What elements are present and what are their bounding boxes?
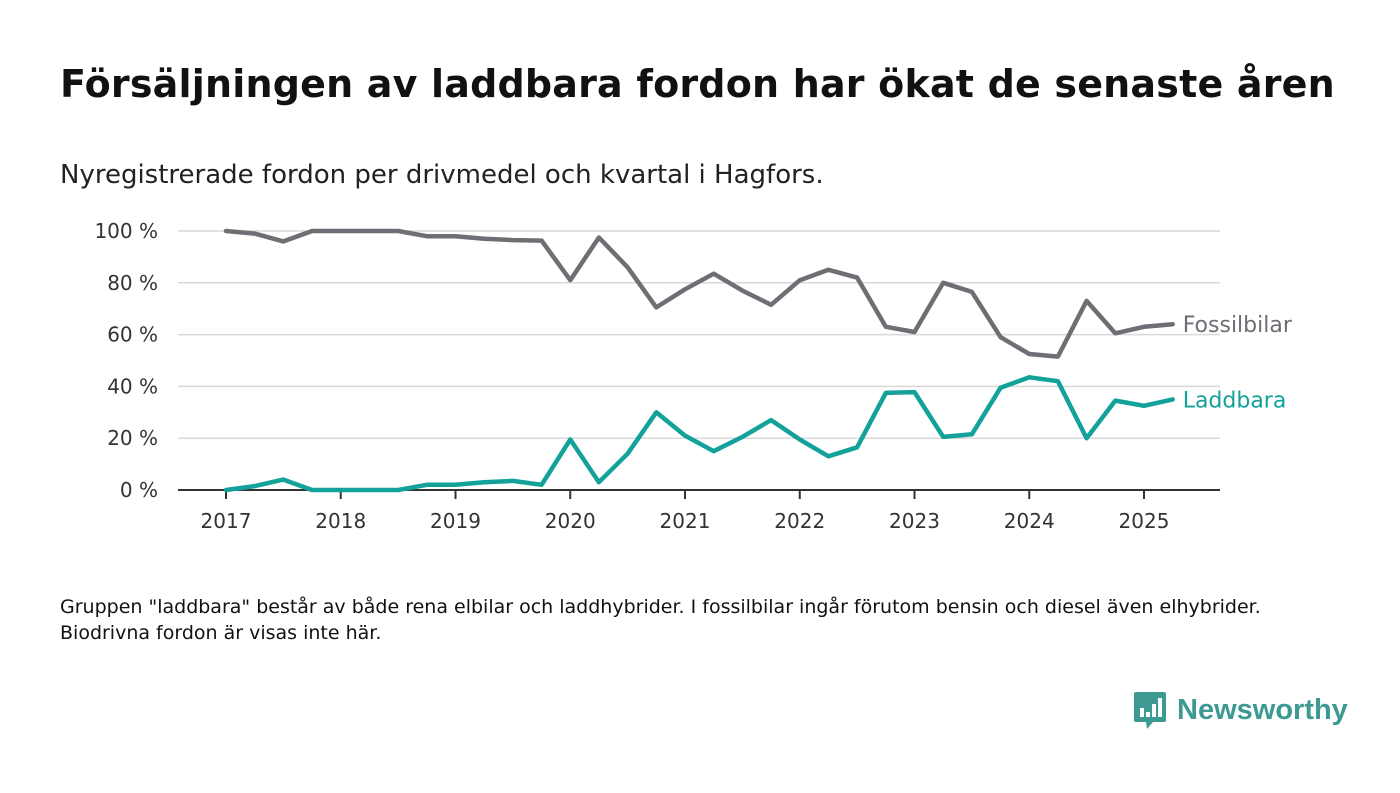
chart-title: Försäljningen av laddbara fordon har öka… [60, 62, 1335, 106]
x-tick-label: 2022 [774, 509, 825, 533]
y-tick-label: 80 % [107, 271, 158, 295]
series-lines [223, 228, 1175, 493]
brand-logo: Newsworthy [1133, 690, 1348, 730]
series-line-fossilbilar [223, 228, 1175, 359]
x-tick-label: 2020 [545, 509, 596, 533]
series-line-laddbara [223, 375, 1175, 493]
footnote: Gruppen "laddbara" består av både rena e… [60, 596, 1261, 644]
y-tick-label: 20 % [107, 426, 158, 450]
y-axis: 0 % 20 % 40 % 60 % 80 % 100 % [94, 219, 158, 502]
x-axis: 2017 2018 2019 2020 2021 2022 2023 2024 2025 [178, 489, 1220, 533]
series-labels: Fossilbilar Laddbara [1183, 313, 1293, 413]
y-tick-label: 100 % [94, 219, 158, 243]
newsworthy-logo-icon [1134, 692, 1166, 729]
chart-subtitle: Nyregistrerade fordon per drivmedel och … [60, 160, 824, 190]
x-tick-label: 2019 [430, 509, 481, 533]
y-tick-label: 0 % [120, 478, 158, 502]
y-tick-label: 60 % [107, 323, 158, 347]
x-tick-label: 2023 [889, 509, 940, 533]
brand-name: Newsworthy [1177, 693, 1348, 726]
grid-lines [178, 230, 1220, 439]
x-tick-label: 2017 [201, 509, 252, 533]
series-label-laddbara: Laddbara [1183, 388, 1287, 413]
x-tick-label: 2021 [660, 509, 711, 533]
line-chart: 0 % 20 % 40 % 60 % 80 % 100 % 2017 2018 2019 202… [94, 219, 1293, 533]
series-label-fossilbilar: Fossilbilar [1183, 313, 1293, 338]
x-tick-label: 2018 [315, 509, 366, 533]
x-tick-label: 2025 [1119, 509, 1170, 533]
x-tick-label: 2024 [1004, 509, 1055, 533]
y-tick-label: 40 % [107, 374, 158, 398]
